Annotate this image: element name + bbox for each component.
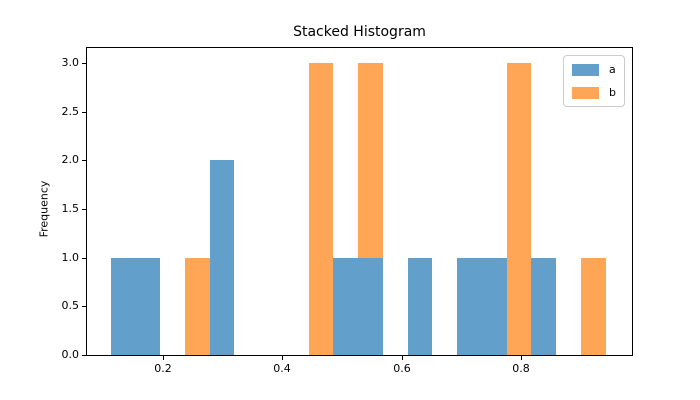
y-tick-mark (82, 258, 86, 259)
legend-label-b: b (609, 85, 616, 99)
hist-bar-b (581, 258, 606, 355)
x-tick-mark (402, 356, 403, 360)
hist-bar-a (531, 258, 556, 355)
legend-label-a: a (609, 62, 616, 76)
hist-bar-a (482, 258, 507, 355)
y-tick-mark (82, 112, 86, 113)
legend-swatch-a (572, 63, 600, 76)
legend: a b (563, 55, 625, 107)
hist-bar-a (135, 258, 160, 355)
hist-bar-b (507, 63, 531, 355)
bars-layer (87, 48, 632, 355)
x-tick-mark (521, 356, 522, 360)
hist-bar-b (358, 63, 383, 258)
x-tick-label: 0.6 (393, 362, 411, 375)
legend-swatch-b (572, 86, 600, 99)
y-tick-mark (82, 160, 86, 161)
hist-bar-a (358, 258, 383, 355)
x-tick-label: 0.2 (154, 362, 172, 375)
x-tick-mark (163, 356, 164, 360)
y-tick-label: 1.0 (61, 251, 80, 264)
hist-bar-a (111, 258, 135, 355)
plot-area: a b (86, 47, 633, 356)
x-tick-label: 0.4 (273, 362, 291, 375)
y-tick-label: 1.5 (61, 202, 80, 215)
y-tick-label: 2.0 (61, 153, 80, 166)
y-tick-label: 3.0 (61, 56, 80, 69)
x-tick-label: 0.8 (512, 362, 530, 375)
y-tick-mark (82, 355, 86, 356)
y-tick-label: 2.5 (61, 105, 80, 118)
y-tick-mark (82, 63, 86, 64)
chart-title: Stacked Histogram (293, 24, 426, 40)
y-tick-label: 0.0 (61, 348, 80, 361)
hist-bar-a (408, 258, 432, 355)
hist-bar-b (309, 63, 333, 355)
y-tick-label: 0.5 (61, 299, 80, 312)
hist-bar-a (333, 258, 358, 355)
legend-item-a: a (572, 60, 616, 79)
y-tick-mark (82, 209, 86, 210)
hist-bar-b (185, 258, 210, 355)
x-tick-mark (282, 356, 283, 360)
hist-bar-a (457, 258, 482, 355)
y-tick-mark (82, 306, 86, 307)
hist-bar-a (210, 160, 234, 355)
legend-item-b: b (572, 83, 616, 102)
